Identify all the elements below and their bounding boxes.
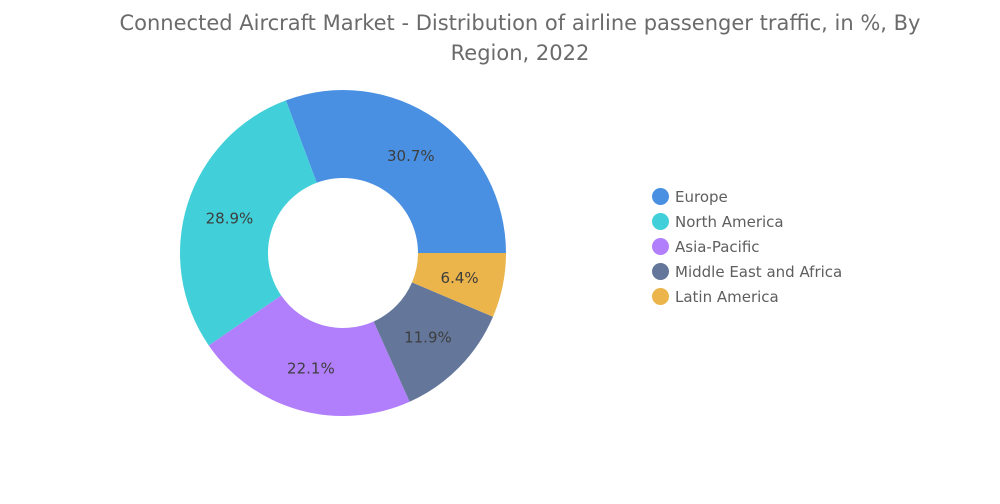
legend-marker-icon	[652, 238, 669, 255]
slice-latin-america	[412, 253, 506, 317]
legend-label: North America	[675, 212, 784, 231]
slice-middle-east-and-africa	[373, 282, 493, 402]
slice-europe	[285, 90, 506, 254]
legend-item[interactable]: Asia-Pacific	[652, 234, 842, 259]
legend-item[interactable]: Middle East and Africa	[652, 259, 842, 284]
legend-label: Europe	[675, 187, 728, 206]
legend-marker-icon	[652, 213, 669, 230]
legend: Europe North America Asia-Pacific Middle Ea…	[652, 184, 842, 309]
legend-item[interactable]: North America	[652, 209, 842, 234]
data-label: 22.1%	[287, 360, 335, 378]
slice-asia-pacific	[208, 295, 410, 416]
legend-label: Latin America	[675, 287, 779, 306]
legend-marker-icon	[652, 188, 669, 205]
chart-title: Connected Aircraft Market - Distribution…	[119, 11, 921, 65]
legend-item[interactable]: Europe	[652, 184, 842, 209]
data-label: 6.4%	[441, 269, 479, 287]
legend-marker-icon	[652, 263, 669, 280]
legend-item[interactable]: Latin America	[652, 284, 842, 309]
legend-marker-icon	[652, 288, 669, 305]
legend-label: Middle East and Africa	[675, 262, 843, 281]
data-label: 30.7%	[387, 147, 435, 165]
legend-label: Asia-Pacific	[675, 237, 760, 256]
data-label: 11.9%	[404, 328, 452, 346]
data-label: 28.9%	[206, 209, 254, 227]
slice-north-america	[180, 100, 317, 346]
